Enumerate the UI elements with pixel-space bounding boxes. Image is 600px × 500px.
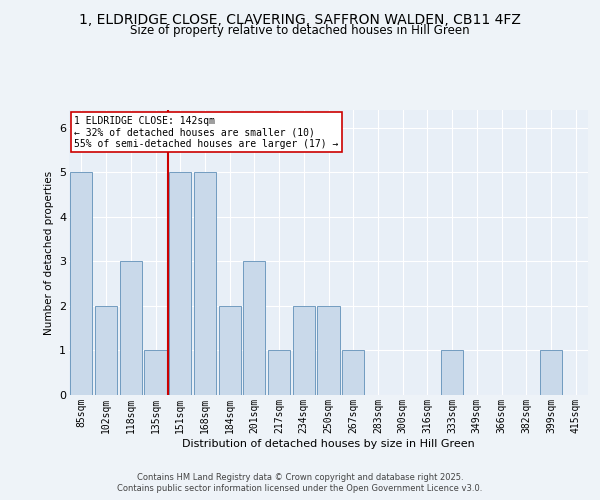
Text: Contains HM Land Registry data © Crown copyright and database right 2025.: Contains HM Land Registry data © Crown c…	[137, 472, 463, 482]
Bar	[540, 350, 562, 395]
X-axis label: Distribution of detached houses by size in Hill Green: Distribution of detached houses by size …	[182, 438, 475, 448]
Bar	[218, 306, 241, 395]
Text: 1 ELDRIDGE CLOSE: 142sqm
← 32% of detached houses are smaller (10)
55% of semi-d: 1 ELDRIDGE CLOSE: 142sqm ← 32% of detach…	[74, 116, 338, 149]
Bar	[317, 306, 340, 395]
Bar	[441, 350, 463, 395]
Bar	[293, 306, 315, 395]
Bar	[95, 306, 117, 395]
Text: Size of property relative to detached houses in Hill Green: Size of property relative to detached ho…	[130, 24, 470, 37]
Bar	[342, 350, 364, 395]
Text: Contains public sector information licensed under the Open Government Licence v3: Contains public sector information licen…	[118, 484, 482, 493]
Bar	[243, 262, 265, 395]
Bar	[119, 262, 142, 395]
Bar	[194, 172, 216, 395]
Bar	[70, 172, 92, 395]
Y-axis label: Number of detached properties: Number of detached properties	[44, 170, 53, 334]
Bar	[169, 172, 191, 395]
Text: 1, ELDRIDGE CLOSE, CLAVERING, SAFFRON WALDEN, CB11 4FZ: 1, ELDRIDGE CLOSE, CLAVERING, SAFFRON WA…	[79, 12, 521, 26]
Bar	[145, 350, 167, 395]
Bar	[268, 350, 290, 395]
